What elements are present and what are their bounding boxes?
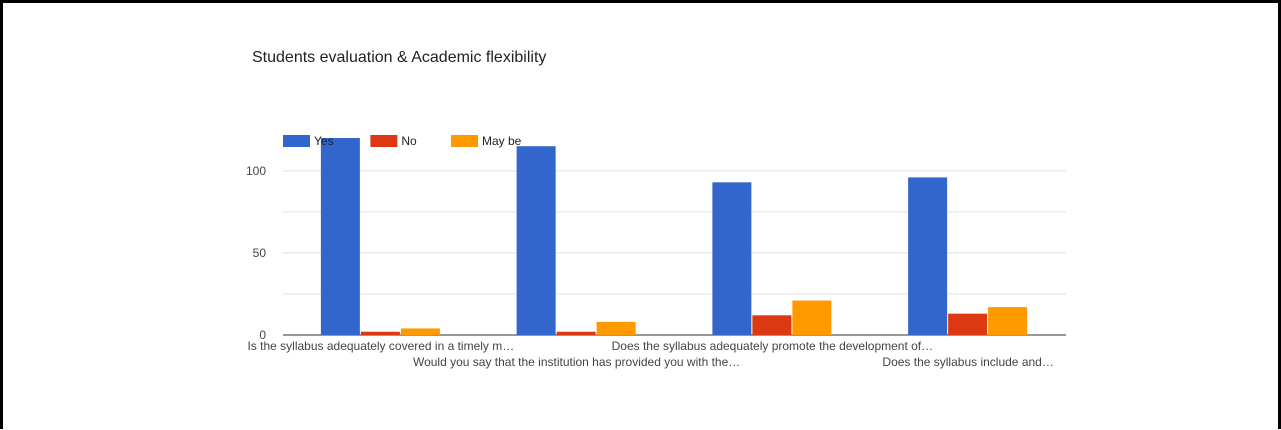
bars — [320, 138, 1028, 335]
bar-may-be — [792, 300, 832, 335]
bar-yes — [712, 182, 752, 335]
bar-may-be — [596, 321, 636, 335]
chart-title: Students evaluation & Academic flexibili… — [252, 49, 546, 66]
legend-label: May be — [482, 134, 522, 148]
legend-label: Yes — [314, 134, 334, 148]
bar-no — [360, 331, 400, 335]
legend-swatch — [370, 135, 398, 147]
bar-no — [752, 315, 792, 335]
bar-may-be — [400, 328, 440, 335]
x-tick-label: Would you say that the institution has p… — [413, 355, 740, 369]
bar-no — [556, 331, 596, 335]
x-tick-label: Does the syllabus adequately promote the… — [612, 339, 934, 353]
bar-yes — [320, 138, 360, 335]
y-tick-label: 0 — [259, 328, 266, 342]
x-tick-label: Is the syllabus adequately covered in a … — [247, 339, 514, 353]
grid — [283, 170, 1066, 336]
bar-yes — [908, 177, 948, 335]
legend: Yes No May be — [283, 134, 522, 148]
legend-swatch — [451, 135, 478, 147]
y-tick-label: 50 — [253, 246, 267, 260]
y-tick-label: 100 — [246, 164, 266, 178]
y-axis-ticks: 0 50 100 — [246, 164, 266, 342]
legend-label: No — [401, 134, 417, 148]
bar-yes — [516, 146, 556, 335]
bar-no — [948, 313, 988, 335]
legend-swatch — [283, 135, 310, 147]
bar-may-be — [988, 307, 1028, 335]
x-axis-ticks: Is the syllabus adequately covered in a … — [247, 339, 1053, 369]
x-tick-label: Does the syllabus include and… — [882, 355, 1053, 369]
